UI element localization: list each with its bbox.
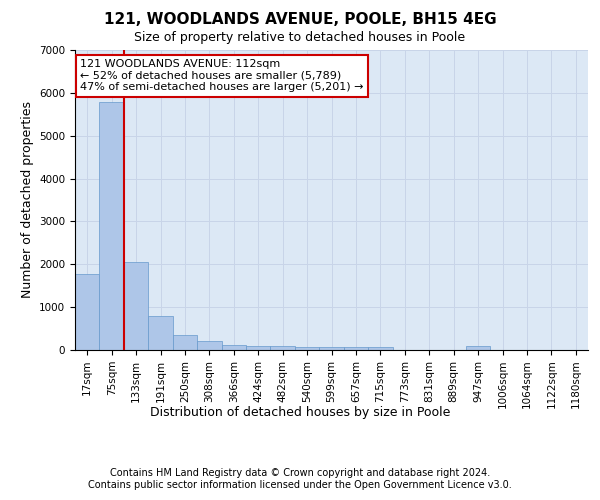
Bar — [173, 336, 197, 350]
Bar — [148, 316, 173, 350]
Bar — [221, 345, 246, 350]
Bar — [368, 347, 392, 350]
Bar — [197, 342, 221, 350]
Text: Distribution of detached houses by size in Poole: Distribution of detached houses by size … — [150, 406, 450, 419]
Text: Contains HM Land Registry data © Crown copyright and database right 2024.: Contains HM Land Registry data © Crown c… — [110, 468, 490, 477]
Text: 121, WOODLANDS AVENUE, POOLE, BH15 4EG: 121, WOODLANDS AVENUE, POOLE, BH15 4EG — [104, 12, 496, 28]
Text: Contains public sector information licensed under the Open Government Licence v3: Contains public sector information licen… — [88, 480, 512, 490]
Bar — [319, 347, 344, 350]
Bar — [271, 346, 295, 350]
Text: Size of property relative to detached houses in Poole: Size of property relative to detached ho… — [134, 31, 466, 44]
Bar — [246, 346, 271, 350]
Text: 121 WOODLANDS AVENUE: 112sqm
← 52% of detached houses are smaller (5,789)
47% of: 121 WOODLANDS AVENUE: 112sqm ← 52% of de… — [80, 59, 364, 92]
Bar — [344, 347, 368, 350]
Bar — [466, 346, 490, 350]
Bar — [295, 347, 319, 350]
Y-axis label: Number of detached properties: Number of detached properties — [20, 102, 34, 298]
Bar — [124, 262, 148, 350]
Bar — [75, 274, 100, 350]
Bar — [100, 102, 124, 350]
